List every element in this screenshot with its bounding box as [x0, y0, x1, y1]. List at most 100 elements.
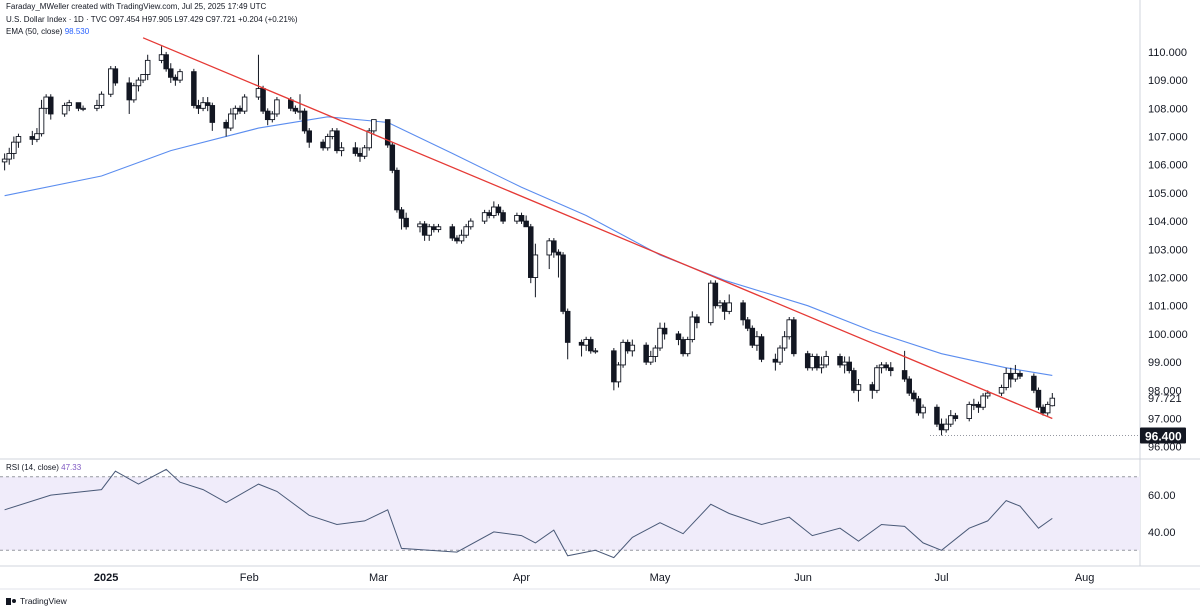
candle-body [140, 74, 146, 81]
candle-body [458, 234, 465, 242]
candle-body [6, 152, 12, 160]
chart-attribution: Faraday_MWeller created with TradingView… [6, 2, 267, 11]
candle-body [740, 302, 746, 321]
tradingview-logo: TradingView [6, 596, 67, 606]
rsi-band [0, 476, 1140, 551]
price-tick-label: 101.000 [1148, 301, 1188, 313]
candle-body [878, 364, 885, 369]
candle-body [158, 54, 165, 61]
candle-body [588, 339, 594, 352]
candle-body [334, 130, 340, 152]
candle-body [583, 339, 589, 346]
candle-body [195, 105, 202, 109]
candle-body [11, 141, 17, 154]
candle-body [232, 107, 239, 115]
tradingview-brand-text: TradingView [20, 596, 67, 606]
time-tick-label: Aug [1075, 572, 1095, 584]
price-tick-label: 107.000 [1148, 132, 1188, 144]
candle-body [971, 403, 977, 406]
candle-body [578, 341, 585, 346]
candle-body [301, 110, 308, 132]
candle-body [643, 344, 649, 363]
candle-body [791, 319, 797, 355]
candle-body [1017, 372, 1023, 377]
candle-body [809, 356, 816, 369]
candle-body [943, 423, 949, 431]
candle-body [564, 310, 571, 343]
candle-body [431, 226, 437, 231]
candle-body [675, 333, 682, 341]
price-tick-label: 108.000 [1148, 103, 1188, 115]
candle-body [172, 76, 179, 81]
candle-body [523, 220, 529, 228]
candle-body [804, 353, 811, 369]
candle-body [144, 59, 151, 75]
candle-body [449, 226, 456, 239]
price-tick-label: 97.000 [1148, 414, 1182, 426]
candle-body [855, 384, 862, 391]
candle-body [1035, 389, 1042, 408]
candle-body [657, 327, 663, 349]
candle-body [403, 217, 409, 228]
candle-body [841, 361, 848, 366]
candle-body [1003, 372, 1009, 388]
rsi-label: RSI (14, close) [6, 463, 59, 472]
time-tick-label: Feb [240, 572, 259, 584]
candle-body [620, 341, 626, 366]
ema-legend: EMA (50, close) 98.530 [6, 27, 89, 36]
price-tick-label: 109.000 [1148, 75, 1188, 87]
candle-body [454, 237, 460, 242]
candle-body [237, 107, 243, 112]
price-tick-label: 98.000 [1148, 385, 1182, 397]
rsi-tick-label: 40.00 [1148, 527, 1176, 539]
time-tick-label: Mar [369, 572, 388, 584]
candle-body [851, 370, 857, 391]
candle-body [435, 226, 442, 231]
candle-body [975, 403, 982, 408]
candle-body [1040, 406, 1046, 414]
candle-body [624, 341, 631, 352]
candle-body [1031, 375, 1037, 391]
candle-body [684, 339, 691, 355]
price-tick-label: 103.000 [1148, 244, 1188, 256]
candle-body [500, 212, 506, 222]
candle-body [592, 350, 599, 353]
candle-body [274, 99, 280, 115]
price-tick-label: 105.000 [1148, 188, 1188, 200]
rsi-value: 47.33 [61, 463, 82, 472]
candle-body [15, 136, 22, 143]
candle-body [200, 102, 206, 109]
price-tick-label: 96.000 [1148, 442, 1182, 454]
candle-body [998, 387, 1005, 394]
candle-body [629, 344, 636, 352]
candle-body [481, 212, 488, 222]
candle-body [135, 79, 142, 87]
candle-body [514, 215, 520, 222]
time-tick-label: May [650, 572, 671, 584]
candle-body [48, 96, 54, 115]
candle-body [486, 212, 492, 216]
candle-body [680, 339, 686, 355]
candle-body [223, 121, 229, 129]
time-tick-label: Jul [935, 572, 949, 584]
candle-body [777, 347, 783, 363]
candle-body [177, 71, 183, 81]
candle-body [551, 240, 557, 253]
candle-body [66, 102, 72, 106]
candle-body [43, 96, 49, 109]
ema-label: EMA (50, close) [6, 27, 63, 36]
candle-body [126, 82, 132, 101]
candle-body [260, 88, 266, 112]
candle-body [269, 113, 276, 121]
candle-body [901, 370, 908, 380]
candle-body [883, 364, 889, 369]
candle-body [384, 119, 391, 146]
tradingview-logo-icon [6, 597, 16, 605]
price-tick-label: 100.000 [1148, 329, 1188, 341]
candle-body [846, 361, 852, 372]
candle-body [1044, 403, 1051, 414]
candle-body [758, 336, 765, 360]
candle-body [546, 240, 552, 256]
candle-body [980, 395, 986, 408]
